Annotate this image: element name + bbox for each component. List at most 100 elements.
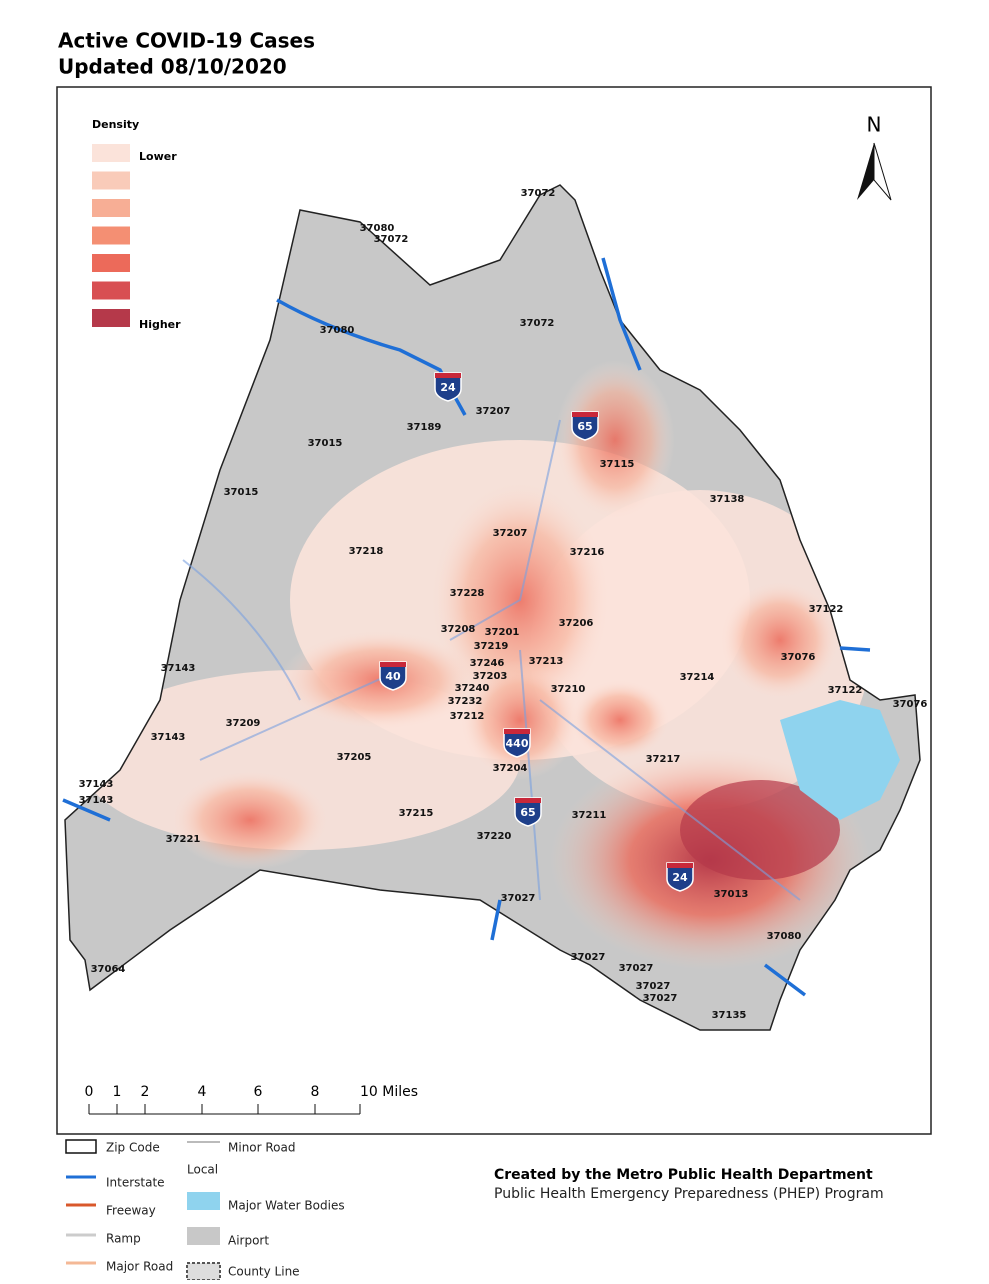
legend-label: Zip Code <box>106 1141 160 1155</box>
shield-number: 65 <box>520 806 535 819</box>
county-line <box>64 184 921 1031</box>
scale-bar: 0 1 2 4 6 8 10 Miles <box>85 1084 418 1115</box>
legend-label: Interstate <box>106 1176 165 1190</box>
zip-label: 37212 <box>450 711 485 722</box>
shield <box>503 728 531 758</box>
shield <box>514 797 542 827</box>
zip-label: 37143 <box>79 795 114 806</box>
zip-label: 37206 <box>559 618 594 629</box>
density-swatch <box>92 171 130 190</box>
zip-label: 37080 <box>320 325 355 336</box>
zip-label: 37072 <box>374 234 409 245</box>
zip-label: 37027 <box>619 963 654 974</box>
legend-label: Local <box>187 1163 218 1177</box>
zip-label: 37211 <box>572 810 607 821</box>
north-label: N <box>867 113 882 137</box>
zip-label: 37013 <box>714 889 749 900</box>
zip-label: 37210 <box>551 684 586 695</box>
zip-labels: 3707237080370723708037072371893720737015… <box>79 188 928 1021</box>
subtitle: Updated 08/10/2020 <box>58 55 287 79</box>
density-legend: Density Lower Higher <box>92 118 181 331</box>
major-routes <box>182 419 801 901</box>
scale-label: 2 <box>141 1084 150 1100</box>
zip-label: 37209 <box>226 718 261 729</box>
zip-label: 37143 <box>161 663 196 674</box>
zip-label: 37213 <box>529 656 564 667</box>
shield-number: 40 <box>385 670 401 683</box>
zip-label: 37080 <box>360 223 395 234</box>
credit-title: Created by the Metro Public Health Depar… <box>494 1167 873 1183</box>
zip-label: 37027 <box>571 952 606 963</box>
scale-label: 0 <box>85 1084 94 1100</box>
map-legend: Zip Code Interstate Freeway Ramp Major Road M… <box>65 1139 345 1281</box>
title: Active COVID-19 Cases <box>58 29 315 53</box>
shield-number: 65 <box>577 420 592 433</box>
legend-label: Major Road <box>106 1260 173 1274</box>
scale-label: 10 Miles <box>360 1084 418 1100</box>
credit-subtitle: Public Health Emergency Preparedness (PH… <box>494 1186 884 1202</box>
shield-top <box>504 729 530 734</box>
shield-number: 440 <box>506 737 529 750</box>
zip-label: 37205 <box>337 752 372 763</box>
density-swatch <box>92 144 130 162</box>
zip-label: 37246 <box>470 658 505 669</box>
north-arrow: N <box>857 113 892 201</box>
legend-label: Major Water Bodies <box>228 1199 345 1213</box>
scale-label: 4 <box>198 1084 207 1100</box>
zip-label: 37218 <box>349 546 384 557</box>
legend-title: Density <box>92 118 139 131</box>
zip-label: 37080 <box>767 931 802 942</box>
zip-label: 37214 <box>680 672 715 683</box>
shield-number: 24 <box>440 381 456 394</box>
zip-label: 37027 <box>643 993 678 1004</box>
zip-label: 37203 <box>473 671 508 682</box>
zip-label: 37208 <box>441 624 476 635</box>
zip-label: 37015 <box>308 438 343 449</box>
swatch <box>187 1192 220 1210</box>
shields: 24 65 40 440 65 24 <box>379 372 694 892</box>
zip-label: 37143 <box>79 779 114 790</box>
scale-label: 1 <box>113 1084 122 1100</box>
shield-number: 24 <box>672 871 688 884</box>
density-swatch <box>92 309 130 327</box>
density-swatch <box>92 226 130 245</box>
shield-top <box>572 412 598 417</box>
scale-label: 6 <box>254 1084 263 1100</box>
shield-top <box>380 662 406 667</box>
shield <box>571 411 599 441</box>
zip-label: 37189 <box>407 422 442 433</box>
zip-label: 37201 <box>485 627 520 638</box>
density-swatch <box>92 281 130 300</box>
water-body <box>780 700 900 820</box>
legend-low: Lower <box>139 150 177 163</box>
zip-label: 37072 <box>521 188 556 199</box>
zip-label: 37215 <box>399 808 434 819</box>
zip-label: 37219 <box>474 641 509 652</box>
legend-label: Minor Road <box>228 1141 296 1155</box>
zip-label: 37232 <box>448 696 483 707</box>
shield <box>379 661 407 691</box>
swatch <box>187 1227 220 1245</box>
shield-top <box>667 863 693 868</box>
zip-label: 37115 <box>600 459 635 470</box>
zip-label: 37221 <box>166 834 201 845</box>
zip-label: 37135 <box>712 1010 747 1021</box>
zip-label: 37204 <box>493 763 528 774</box>
zip-label: 37076 <box>781 652 816 663</box>
zip-label: 37143 <box>151 732 186 743</box>
zip-label: 37207 <box>476 406 511 417</box>
zip-label: 37015 <box>224 487 259 498</box>
zip-label: 37064 <box>91 964 126 975</box>
swatch <box>65 1139 97 1154</box>
density-swatch <box>92 254 130 272</box>
legend-label: County Line <box>228 1265 300 1279</box>
zip-label: 37207 <box>493 528 528 539</box>
zip-label: 37027 <box>636 981 671 992</box>
zip-label: 37216 <box>570 547 605 558</box>
shield-top <box>435 373 461 378</box>
zip-label: 37122 <box>809 604 844 615</box>
zip-label: 37240 <box>455 683 490 694</box>
swatch <box>186 1262 221 1281</box>
zip-label: 37220 <box>477 831 512 842</box>
shield-top <box>515 798 541 803</box>
